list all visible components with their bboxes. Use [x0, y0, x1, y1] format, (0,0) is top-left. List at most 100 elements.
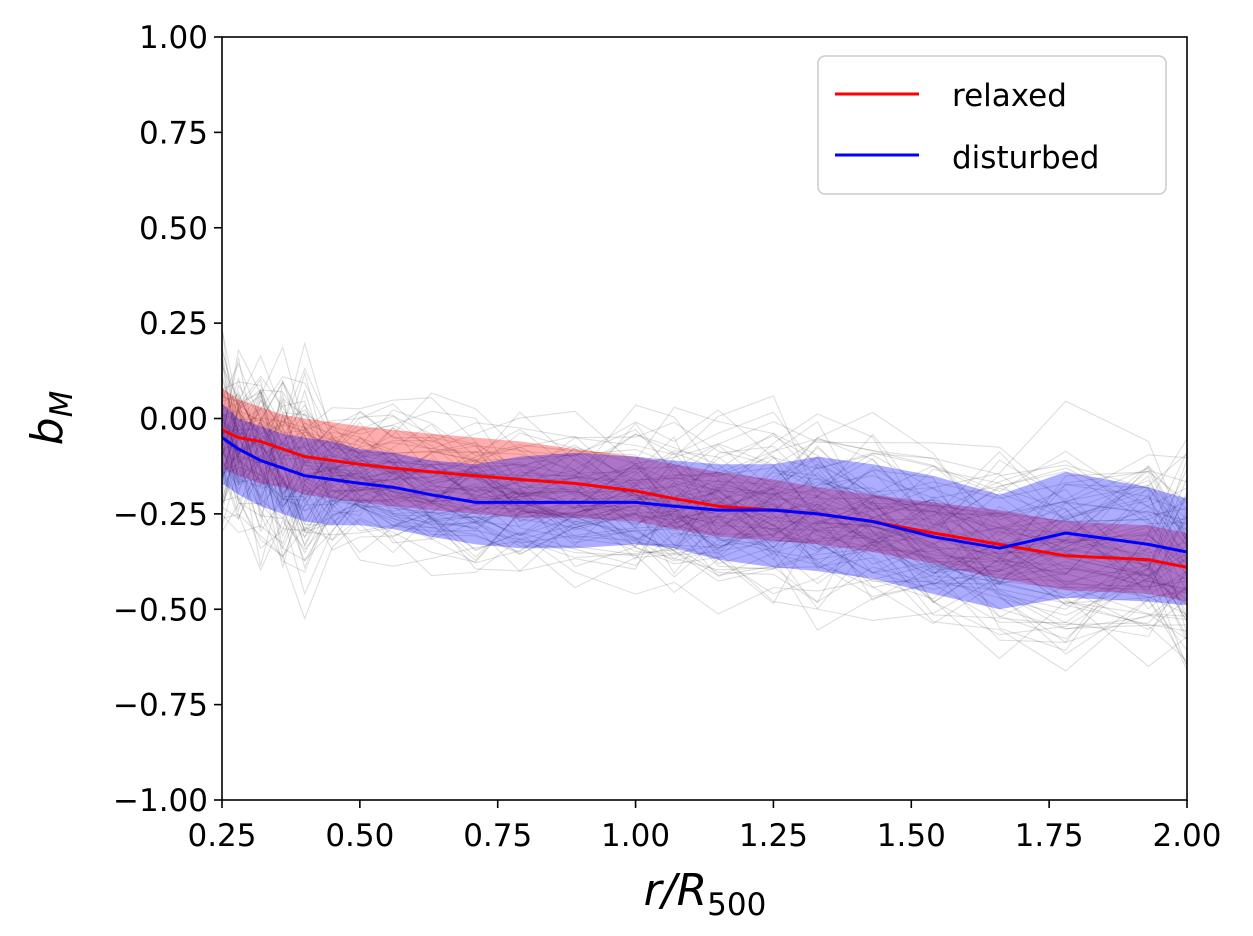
band-disturbed	[222, 403, 1187, 610]
background-trace	[222, 389, 1187, 668]
series-line-relaxed	[222, 428, 1187, 569]
background-trace	[222, 387, 1187, 544]
background-trace	[222, 406, 1187, 638]
x-tick-label: 1.50	[877, 818, 946, 854]
background-trace	[222, 367, 1187, 598]
background-trace	[222, 354, 1187, 606]
background-trace	[222, 411, 1187, 640]
y-tick-label: 0.50	[139, 211, 208, 247]
legend: relaxed disturbed	[817, 55, 1167, 195]
background-trace	[222, 375, 1187, 575]
x-tick-label: 0.50	[325, 818, 394, 854]
background-trace	[222, 378, 1187, 544]
background-trace	[222, 402, 1187, 554]
x-tick-label: 2.00	[1152, 818, 1221, 854]
background-trace	[222, 357, 1187, 524]
y-tick-label: 0.00	[139, 402, 208, 438]
background-trace	[222, 460, 1187, 574]
background-trace	[222, 436, 1187, 671]
background-trace	[222, 412, 1187, 624]
background-trace	[222, 467, 1187, 621]
background-trace	[222, 378, 1187, 588]
background-trace	[222, 405, 1187, 630]
y-tick-label: −0.25	[113, 497, 208, 533]
background-trace	[222, 501, 1187, 665]
background-trace	[222, 433, 1187, 626]
x-tick-label: 0.25	[187, 818, 256, 854]
y-axis-label: bM	[22, 391, 80, 446]
background-trace	[222, 427, 1187, 660]
background-trace	[222, 398, 1187, 537]
background-trace	[222, 424, 1187, 601]
background-trace	[222, 388, 1187, 577]
background-trace	[222, 431, 1187, 616]
background-trace	[222, 389, 1187, 631]
background-trace	[222, 471, 1187, 574]
background-trace	[222, 400, 1187, 559]
background-trace	[222, 362, 1187, 593]
background-trace	[222, 435, 1187, 667]
x-axis: 0.25 0.50 0.75 1.00 1.25 1.50 1.75 2.00	[187, 800, 1222, 854]
y-axis: −1.00 −0.75 −0.50 −0.25 0.00 0.25 0.50 0.75 1.00	[113, 20, 222, 819]
y-tick-label: −0.50	[113, 592, 208, 628]
y-axis-label-subscript: M	[44, 391, 80, 418]
background-trace	[222, 399, 1187, 590]
background-trace	[222, 431, 1187, 578]
background-trace	[222, 389, 1187, 610]
y-tick-label: 0.25	[139, 306, 208, 342]
background-trace	[222, 400, 1187, 535]
x-tick-label: 0.75	[463, 818, 532, 854]
background-trace	[222, 360, 1187, 548]
background-trace	[222, 455, 1187, 638]
background-trace	[222, 453, 1187, 662]
background-trace	[222, 379, 1187, 529]
y-tick-label: −1.00	[113, 783, 208, 819]
background-trace	[222, 416, 1187, 540]
x-axis-label: r/R500	[644, 865, 767, 923]
band-relaxed	[222, 388, 1187, 602]
background-trace	[222, 422, 1187, 589]
median-lines	[222, 428, 1187, 569]
background-trace	[222, 388, 1187, 618]
x-tick-label: 1.00	[601, 818, 670, 854]
legend-box	[817, 55, 1167, 195]
background-trace	[222, 425, 1187, 558]
background-trace	[222, 414, 1187, 572]
background-trace	[222, 400, 1187, 586]
background-trace	[222, 407, 1187, 545]
background-trace	[222, 381, 1187, 619]
background-trace	[222, 409, 1187, 601]
x-tick-label: 1.25	[739, 818, 808, 854]
background-trace	[222, 402, 1187, 587]
background-trace	[222, 391, 1187, 583]
y-tick-label: 0.75	[139, 115, 208, 151]
legend-label-relaxed: relaxed	[952, 78, 1067, 114]
background-trace	[222, 371, 1187, 572]
background-trace	[222, 406, 1187, 582]
background-trace	[222, 376, 1187, 630]
background-trace	[222, 436, 1187, 560]
y-tick-label: 1.00	[139, 20, 208, 56]
series-line-disturbed	[222, 436, 1187, 554]
background-trace	[222, 453, 1187, 552]
background-trace	[222, 422, 1187, 672]
legend-label-disturbed: disturbed	[952, 140, 1099, 176]
background-trace	[222, 341, 1187, 544]
background-trace	[222, 467, 1187, 582]
background-trace	[222, 469, 1187, 576]
background-trace	[222, 329, 1187, 572]
background-trace	[222, 374, 1187, 526]
background-trace	[222, 410, 1187, 541]
y-tick-label: −0.75	[113, 688, 208, 724]
background-trace	[222, 404, 1187, 550]
background-trace	[222, 326, 1187, 554]
background-trace	[222, 350, 1187, 636]
confidence-bands	[222, 388, 1187, 610]
background-trace	[222, 454, 1187, 610]
background-trace	[222, 366, 1187, 588]
background-trace	[222, 446, 1187, 632]
x-tick-label: 1.75	[1015, 818, 1084, 854]
x-axis-label-subscript: 500	[707, 887, 766, 923]
background-trace	[222, 464, 1187, 652]
background-trace	[222, 411, 1187, 596]
